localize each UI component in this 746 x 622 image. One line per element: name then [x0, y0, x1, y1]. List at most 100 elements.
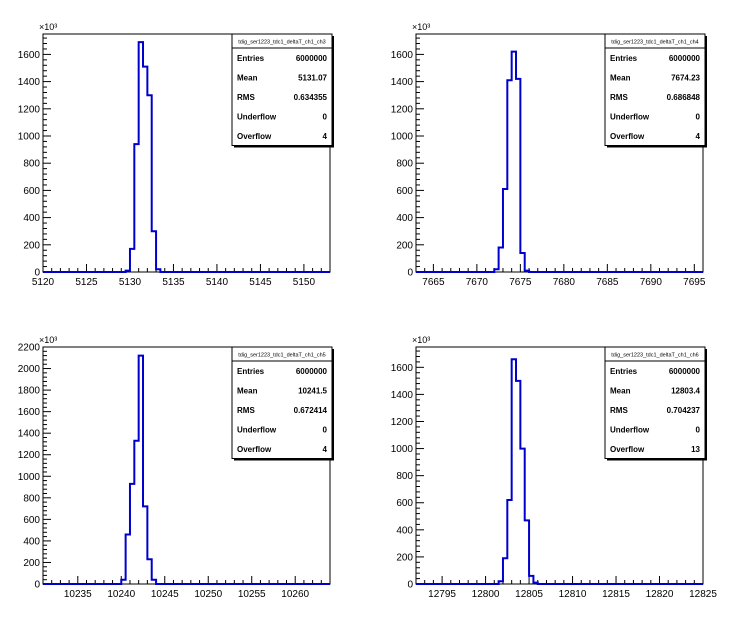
y-tick-label: 1600 [18, 50, 41, 61]
y-tick-label: 800 [23, 493, 40, 504]
stat-label: Mean [237, 74, 258, 83]
x-tick-label: 12800 [472, 589, 500, 600]
y-tick-label: 400 [396, 525, 413, 536]
stat-value: 5131.07 [298, 74, 327, 83]
x-tick-label: 7675 [509, 277, 532, 288]
y-tick-label: 1600 [18, 407, 41, 418]
x-tick-label: 10235 [64, 589, 92, 600]
y-tick-label: 1000 [391, 132, 414, 143]
x-tick-label: 5150 [293, 277, 316, 288]
stat-value: 4 [696, 132, 701, 141]
stat-label: Underflow [610, 113, 650, 122]
y-tick-label: 1600 [391, 363, 414, 374]
y-tick-label: 600 [23, 515, 40, 526]
stat-label: Underflow [237, 426, 277, 435]
stat-value: 0 [323, 113, 328, 122]
stat-label: Entries [610, 367, 638, 376]
stat-value: 0.704237 [667, 406, 701, 415]
stat-value: 13 [691, 445, 700, 454]
x-tick-label: 12820 [646, 589, 674, 600]
y-tick-label: 1200 [391, 417, 414, 428]
stats-box [604, 346, 706, 459]
stat-label: RMS [610, 93, 628, 102]
x-tick-label: 12825 [689, 589, 717, 600]
y-tick-label: 200 [23, 558, 40, 569]
histogram-title: tdig_ser1223_tdc1_deltaT_ch1_ch3 [238, 40, 325, 46]
histogram-title: tdig_ser1223_tdc1_deltaT_ch1_ch6 [611, 353, 698, 359]
y-tick-label: 1200 [391, 104, 414, 115]
histogram-title: tdig_ser1223_tdc1_deltaT_ch1_ch5 [238, 353, 325, 359]
stat-value: 10241.5 [298, 387, 327, 396]
histogram-series [416, 358, 703, 585]
x-tick-label: 10240 [107, 589, 135, 600]
x-tick-label: 7695 [683, 277, 706, 288]
stat-value: 6000000 [296, 367, 328, 376]
x-tick-label: 7685 [596, 277, 619, 288]
y-axis-exponent-label: ×10³ [412, 22, 430, 32]
x-tick-label: 7690 [640, 277, 663, 288]
y-tick-label: 600 [396, 498, 413, 509]
histogram-title: tdig_ser1223_tdc1_deltaT_ch1_ch4 [611, 40, 698, 46]
y-tick-label: 0 [34, 268, 40, 279]
stat-value: 4 [323, 132, 328, 141]
x-tick-label: 12795 [428, 589, 456, 600]
y-tick-label: 1200 [18, 450, 41, 461]
y-tick-label: 0 [407, 580, 413, 591]
y-tick-label: 1200 [18, 104, 41, 115]
y-tick-label: 800 [396, 159, 413, 170]
stats-box [231, 346, 333, 459]
stat-value: 0 [696, 426, 701, 435]
x-tick-label: 5145 [249, 277, 272, 288]
x-tick-label: 5130 [119, 277, 142, 288]
stat-label: Mean [610, 74, 631, 83]
x-tick-label: 5135 [162, 277, 185, 288]
stat-value: 0 [323, 426, 328, 435]
y-tick-label: 1800 [18, 386, 41, 397]
stat-value: 7674.23 [671, 74, 700, 83]
histogram-series [43, 41, 330, 273]
stats-box [231, 33, 333, 146]
stat-label: Entries [237, 54, 265, 63]
y-axis-exponent-label: ×10³ [39, 22, 57, 32]
y-tick-label: 200 [23, 240, 40, 251]
stat-value: 4 [323, 445, 328, 454]
histogram-panel-4: ×10³ 0 200 400 600 800 1000 1200 1400 1600 12795 12… [391, 335, 718, 600]
y-tick-label: 1400 [18, 429, 41, 440]
histogram-bin [512, 52, 516, 272]
y-tick-label: 400 [23, 536, 40, 547]
stat-value: 0.634355 [294, 93, 328, 102]
x-tick-label: 10260 [281, 589, 309, 600]
y-tick-label: 400 [396, 213, 413, 224]
stat-label: Entries [237, 367, 265, 376]
y-axis-exponent-label: ×10³ [39, 335, 57, 345]
x-tick-label: 10250 [194, 589, 222, 600]
y-tick-label: 1400 [391, 77, 414, 88]
x-tick-label: 12815 [602, 589, 630, 600]
y-tick-label: 200 [396, 552, 413, 563]
y-tick-label: 400 [23, 213, 40, 224]
x-tick-label: 7680 [553, 277, 576, 288]
x-tick-label: 10255 [238, 589, 266, 600]
y-tick-label: 600 [23, 186, 40, 197]
stat-value: 0.672414 [294, 406, 328, 415]
stat-label: RMS [610, 406, 628, 415]
stat-label: Mean [610, 387, 631, 396]
x-tick-label: 12805 [515, 589, 543, 600]
stat-value: 6000000 [296, 54, 328, 63]
y-tick-label: 1400 [18, 77, 41, 88]
y-tick-label: 1000 [18, 472, 41, 483]
y-tick-label: 2200 [18, 343, 41, 354]
y-tick-label: 1000 [391, 444, 414, 455]
histogram-series [416, 50, 703, 273]
y-tick-label: 1400 [391, 390, 414, 401]
stat-label: RMS [237, 406, 255, 415]
x-tick-label: 5120 [32, 277, 55, 288]
x-tick-label: 7670 [466, 277, 489, 288]
histogram-bin [143, 67, 147, 272]
stats-box [604, 33, 706, 146]
stat-value: 12803.4 [671, 387, 700, 396]
y-axis-exponent-label: ×10³ [412, 335, 430, 345]
y-tick-label: 1000 [18, 132, 41, 143]
stat-value: 6000000 [669, 54, 701, 63]
